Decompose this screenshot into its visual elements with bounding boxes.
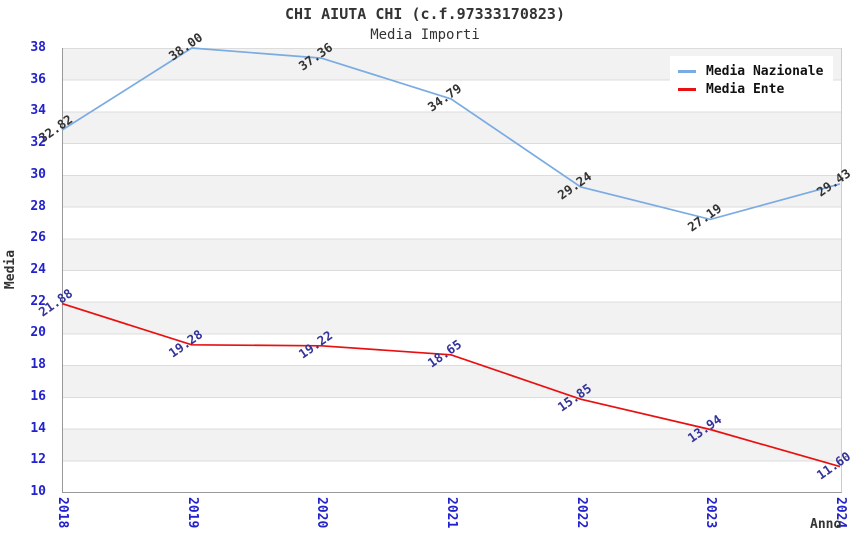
- legend-item-media-nazionale: Media Nazionale: [678, 63, 823, 80]
- x-tick-label: 2021: [444, 497, 459, 529]
- legend-label: Media Ente: [706, 82, 785, 97]
- x-tick-label: 2020: [314, 497, 330, 529]
- y-tick-label: 18: [30, 357, 46, 373]
- y-tick-label: 26: [30, 230, 46, 246]
- y-tick-label: 12: [30, 452, 46, 468]
- legend: Media Nazionale Media Ente: [670, 56, 834, 106]
- y-tick-label: 36: [30, 71, 46, 87]
- y-tick-label: 20: [30, 325, 46, 341]
- y-tick-label: 14: [30, 420, 46, 436]
- y-tick-label: 34: [30, 103, 46, 119]
- chart-title: CHI AIUTA CHI (c.f.97333170823): [285, 5, 565, 23]
- x-tick-label: 2023: [703, 497, 719, 529]
- y-axis-title: Media: [3, 249, 19, 290]
- x-tick-label: 2022: [573, 497, 589, 529]
- x-axis-title: Anno: [810, 517, 842, 532]
- y-tick-label: 10: [30, 484, 46, 499]
- legend-line-icon: [678, 88, 696, 91]
- y-tick-label: 16: [30, 388, 46, 404]
- x-tick-label: 2018: [55, 497, 70, 529]
- legend-item-media-ente: Media Ente: [678, 81, 823, 98]
- chart-subtitle: Media Importi: [370, 27, 480, 43]
- y-tick-label: 24: [30, 262, 46, 277]
- x-tick-label: 2019: [184, 497, 200, 529]
- plot-area: [62, 48, 842, 493]
- y-tick-label: 32: [30, 135, 46, 151]
- y-tick-label: 22: [30, 293, 46, 309]
- y-tick-label: 38: [30, 40, 46, 55]
- y-tick-label: 30: [30, 166, 46, 182]
- y-tick-label: 28: [30, 198, 46, 214]
- legend-line-icon: [678, 70, 696, 73]
- legend-label: Media Nazionale: [706, 64, 824, 79]
